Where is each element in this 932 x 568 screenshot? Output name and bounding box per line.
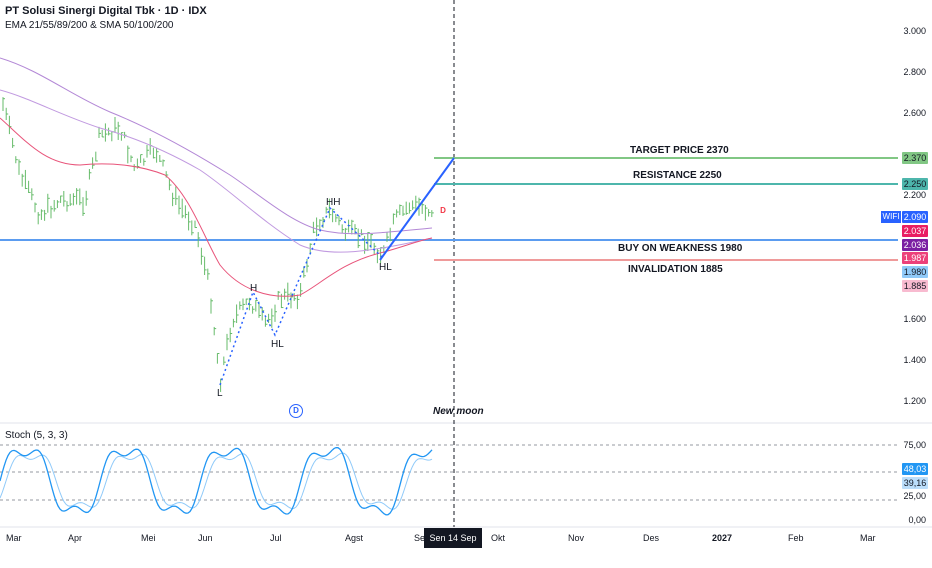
stoch-k-badge: 48,03 bbox=[902, 463, 928, 475]
time-axis-label: Mar bbox=[6, 533, 22, 543]
time-axis-label: Okt bbox=[491, 533, 506, 543]
price-axis-label: 2.200 bbox=[903, 190, 926, 200]
buy-price-badge: 1.980 bbox=[902, 266, 928, 278]
target-price-badge: 2.370 bbox=[902, 152, 928, 164]
ema-purple-inner bbox=[0, 89, 433, 253]
ema1-price-badge: 2.037 bbox=[902, 225, 928, 237]
time-axis-label: Mei bbox=[141, 533, 156, 543]
time-axis-label: Agst bbox=[345, 533, 364, 543]
pattern-hh-label: HH bbox=[326, 197, 341, 208]
stoch-axis-label: 0,00 bbox=[908, 515, 926, 525]
resistance-price-badge: 2.250 bbox=[902, 178, 928, 190]
time-axis-label: Jun bbox=[198, 533, 213, 543]
chart-title[interactable]: PT Solusi Sinergi Digital Tbk · 1D · IDX bbox=[5, 5, 207, 17]
invalidation-label: INVALIDATION 1885 bbox=[628, 264, 723, 275]
pattern-path bbox=[219, 206, 384, 386]
crosshair-date-label: Sen 14 Sep '26 bbox=[424, 528, 482, 563]
time-axis-label: Jul bbox=[270, 533, 282, 543]
buy-label: BUY ON WEAKNESS 1980 bbox=[618, 243, 743, 254]
dividend-marker-icon[interactable]: D bbox=[440, 206, 446, 215]
stoch-d-badge: 39,16 bbox=[902, 477, 928, 489]
ema2-price-badge: 2.036 bbox=[902, 239, 928, 251]
price-axis-label: 1.400 bbox=[903, 355, 926, 365]
time-axis-label: Feb bbox=[788, 533, 804, 543]
invalidation-price-badge: 1.885 bbox=[902, 280, 928, 292]
time-axis-label: Nov bbox=[568, 533, 585, 543]
price-axis-label: 3.000 bbox=[903, 26, 926, 36]
last-price-badge: 2.090 bbox=[902, 211, 928, 223]
time-axis-label: 2027 bbox=[712, 533, 733, 543]
resistance-label: RESISTANCE 2250 bbox=[633, 170, 722, 181]
ticker-badge: WIFI bbox=[881, 211, 901, 223]
price-axis-label: 2.800 bbox=[903, 67, 926, 77]
time-axis-label: Apr bbox=[68, 533, 83, 543]
price-chart[interactable] bbox=[0, 0, 932, 550]
ema3-price-badge: 1.987 bbox=[902, 252, 928, 264]
pattern-h-label: H bbox=[250, 283, 258, 294]
indicator-legend[interactable]: EMA 21/55/89/200 & SMA 50/100/200 bbox=[5, 20, 174, 31]
time-axis-label: Des bbox=[643, 533, 660, 543]
trend-line[interactable] bbox=[379, 157, 455, 261]
stoch-k-line bbox=[0, 446, 433, 516]
stoch-d-line bbox=[0, 452, 433, 510]
new-moon-label: New moon bbox=[433, 406, 484, 417]
ema-purple-outer bbox=[0, 57, 433, 235]
stoch-legend[interactable]: Stoch (5, 3, 3) bbox=[5, 430, 68, 441]
time-axis-label: Sep bbox=[414, 533, 431, 543]
pattern-hl2-label: HL bbox=[379, 262, 392, 273]
candle-series bbox=[2, 97, 434, 392]
stoch-axis-label: 75,00 bbox=[903, 440, 926, 450]
pattern-hl-label: HL bbox=[271, 339, 284, 350]
stoch-axis-label: 25,00 bbox=[903, 491, 926, 501]
earnings-marker-icon[interactable]: D bbox=[289, 404, 303, 418]
price-axis-label: 2.600 bbox=[903, 108, 926, 118]
ema-pink bbox=[0, 117, 433, 297]
target-label: TARGET PRICE 2370 bbox=[630, 145, 729, 156]
pattern-l-label: L bbox=[217, 388, 223, 399]
price-axis-label: 1.600 bbox=[903, 314, 926, 324]
time-axis-label: Mar bbox=[860, 533, 876, 543]
price-axis-label: 1.200 bbox=[903, 396, 926, 406]
